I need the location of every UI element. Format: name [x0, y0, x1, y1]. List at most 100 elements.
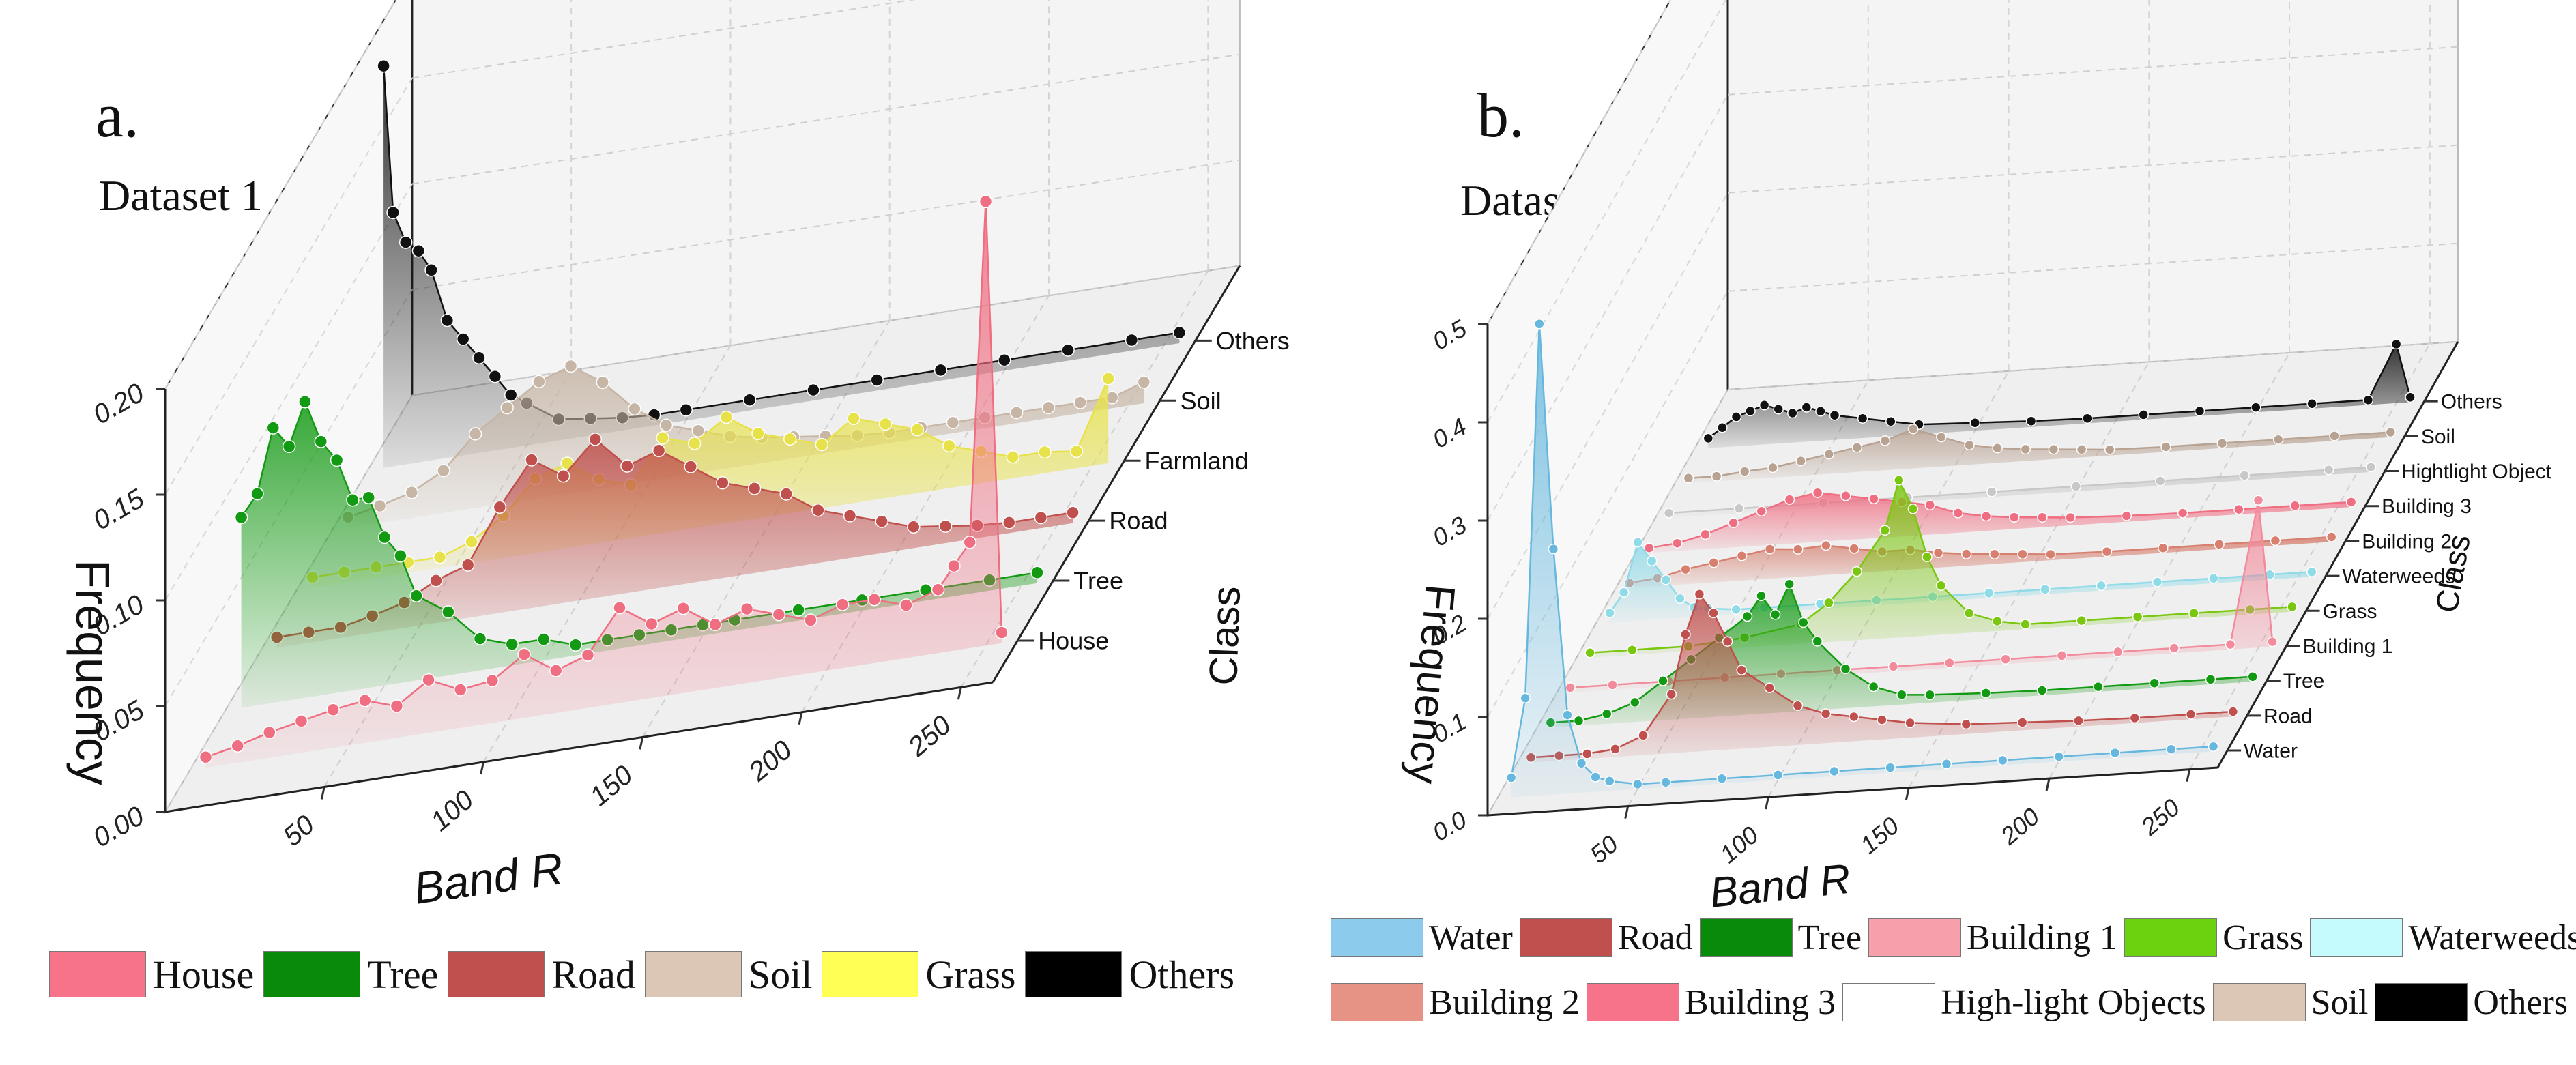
data-point: [1711, 471, 1722, 482]
data-point: [659, 418, 674, 432]
data-point: [2194, 405, 2205, 417]
data-point: [1573, 715, 1584, 727]
data-point: [1857, 413, 1868, 424]
series-area-road: [276, 439, 1073, 648]
data-point: [461, 558, 475, 572]
data-point: [564, 359, 578, 373]
panel-b-xtick: [1765, 796, 1770, 810]
data-point: [2048, 443, 2059, 455]
data-point: [298, 395, 312, 409]
series-building-1: Building 1: [1565, 495, 2393, 693]
data-point: [409, 589, 423, 602]
data-point: [505, 637, 519, 652]
data-point: [751, 426, 765, 441]
panel-b-ylabel: Frequency: [1400, 583, 1464, 786]
data-point: [1935, 580, 1947, 592]
data-point: [1798, 617, 1809, 628]
data-point: [719, 410, 734, 424]
data-point: [2056, 650, 2068, 661]
data-point: [2247, 671, 2258, 682]
series-soil: Soil: [1683, 424, 2455, 484]
data-point: [2188, 608, 2199, 619]
data-point: [1041, 400, 1056, 415]
data-point: [1736, 551, 1748, 561]
legend-swatch: [2310, 918, 2403, 957]
panel-a-series: Others Soil Farmland Road Tree House: [199, 59, 1290, 768]
data-point: [1137, 375, 1151, 389]
data-point: [2208, 741, 2219, 752]
class-label-tree: Tree: [1073, 567, 1123, 595]
data-point: [679, 403, 693, 417]
data-point: [1868, 681, 1879, 692]
data-point: [644, 617, 659, 631]
panel-a-ytick-label: 0.20: [88, 378, 149, 431]
class-label-hightlight-object: Hightlight Object: [2401, 461, 2552, 483]
data-point: [532, 375, 546, 389]
data-point: [1590, 772, 1601, 783]
data-point: [1992, 615, 2003, 627]
data-point: [405, 486, 419, 499]
panel-a-xtick: [320, 787, 325, 800]
data-point: [1767, 462, 1778, 473]
data-point: [2109, 747, 2121, 759]
data-point: [488, 369, 502, 383]
panel-b-back-wall: [1727, 0, 2459, 390]
data-point: [792, 603, 805, 617]
data-point: [1941, 759, 1952, 770]
data-point: [440, 313, 454, 327]
data-point: [691, 424, 705, 438]
class-label-building-1: Building 1: [2303, 635, 2393, 658]
data-point: [1894, 475, 1905, 486]
data-point: [2227, 706, 2239, 717]
panel-b-ytick-label: 0.3: [1428, 510, 1471, 552]
data-point: [314, 435, 328, 448]
panel-b-xtick-label: 250: [2135, 793, 2185, 841]
data-point: [1733, 503, 1745, 514]
series-area-soil: [1688, 428, 2391, 483]
data-point: [2365, 461, 2377, 473]
legend-label: Building 2: [1429, 982, 1580, 1022]
data-point: [437, 463, 450, 478]
class-label-house: House: [1038, 627, 1109, 655]
data-point: [620, 459, 634, 473]
data-point: [815, 437, 829, 452]
data-point: [779, 487, 793, 501]
data-point: [843, 509, 857, 523]
data-point: [870, 373, 884, 387]
data-point: [2160, 441, 2171, 452]
data-point: [2166, 744, 2177, 755]
panel-b-xtick: [2186, 769, 2191, 783]
data-point: [1868, 493, 1879, 504]
data-point: [1646, 555, 1658, 567]
data-point: [199, 750, 213, 764]
data-point: [294, 714, 308, 728]
data-point: [1680, 629, 1691, 640]
data-point: [1666, 688, 1677, 700]
data-point: [456, 332, 470, 346]
legend-item-soil: Soil: [2212, 982, 2368, 1023]
data-point: [684, 460, 697, 473]
data-point: [2270, 535, 2281, 546]
data-point: [998, 353, 1011, 367]
legend-swatch: [2124, 918, 2218, 957]
data-point: [1989, 549, 2000, 559]
data-point: [1933, 547, 1944, 559]
panel-b-ygrid-side: [1487, 389, 1728, 816]
class-label-others: Others: [2441, 391, 2502, 413]
panel-a-ygrid: [411, 0, 916, 79]
panel-a-ytick-label: 0.15: [88, 483, 149, 536]
data-point: [2045, 549, 2056, 560]
data-point: [1823, 597, 1834, 609]
data-point: [422, 673, 435, 687]
data-point: [1907, 424, 1919, 435]
data-point: [1812, 487, 1823, 498]
data-point: [1009, 405, 1024, 420]
data-point: [2185, 709, 2197, 720]
legend-swatch: [2375, 983, 2468, 1021]
data-point: [234, 510, 248, 525]
data-point: [1879, 525, 1890, 536]
data-point: [465, 535, 478, 549]
data-point: [2326, 531, 2337, 542]
class-label-others: Others: [1216, 327, 1290, 355]
